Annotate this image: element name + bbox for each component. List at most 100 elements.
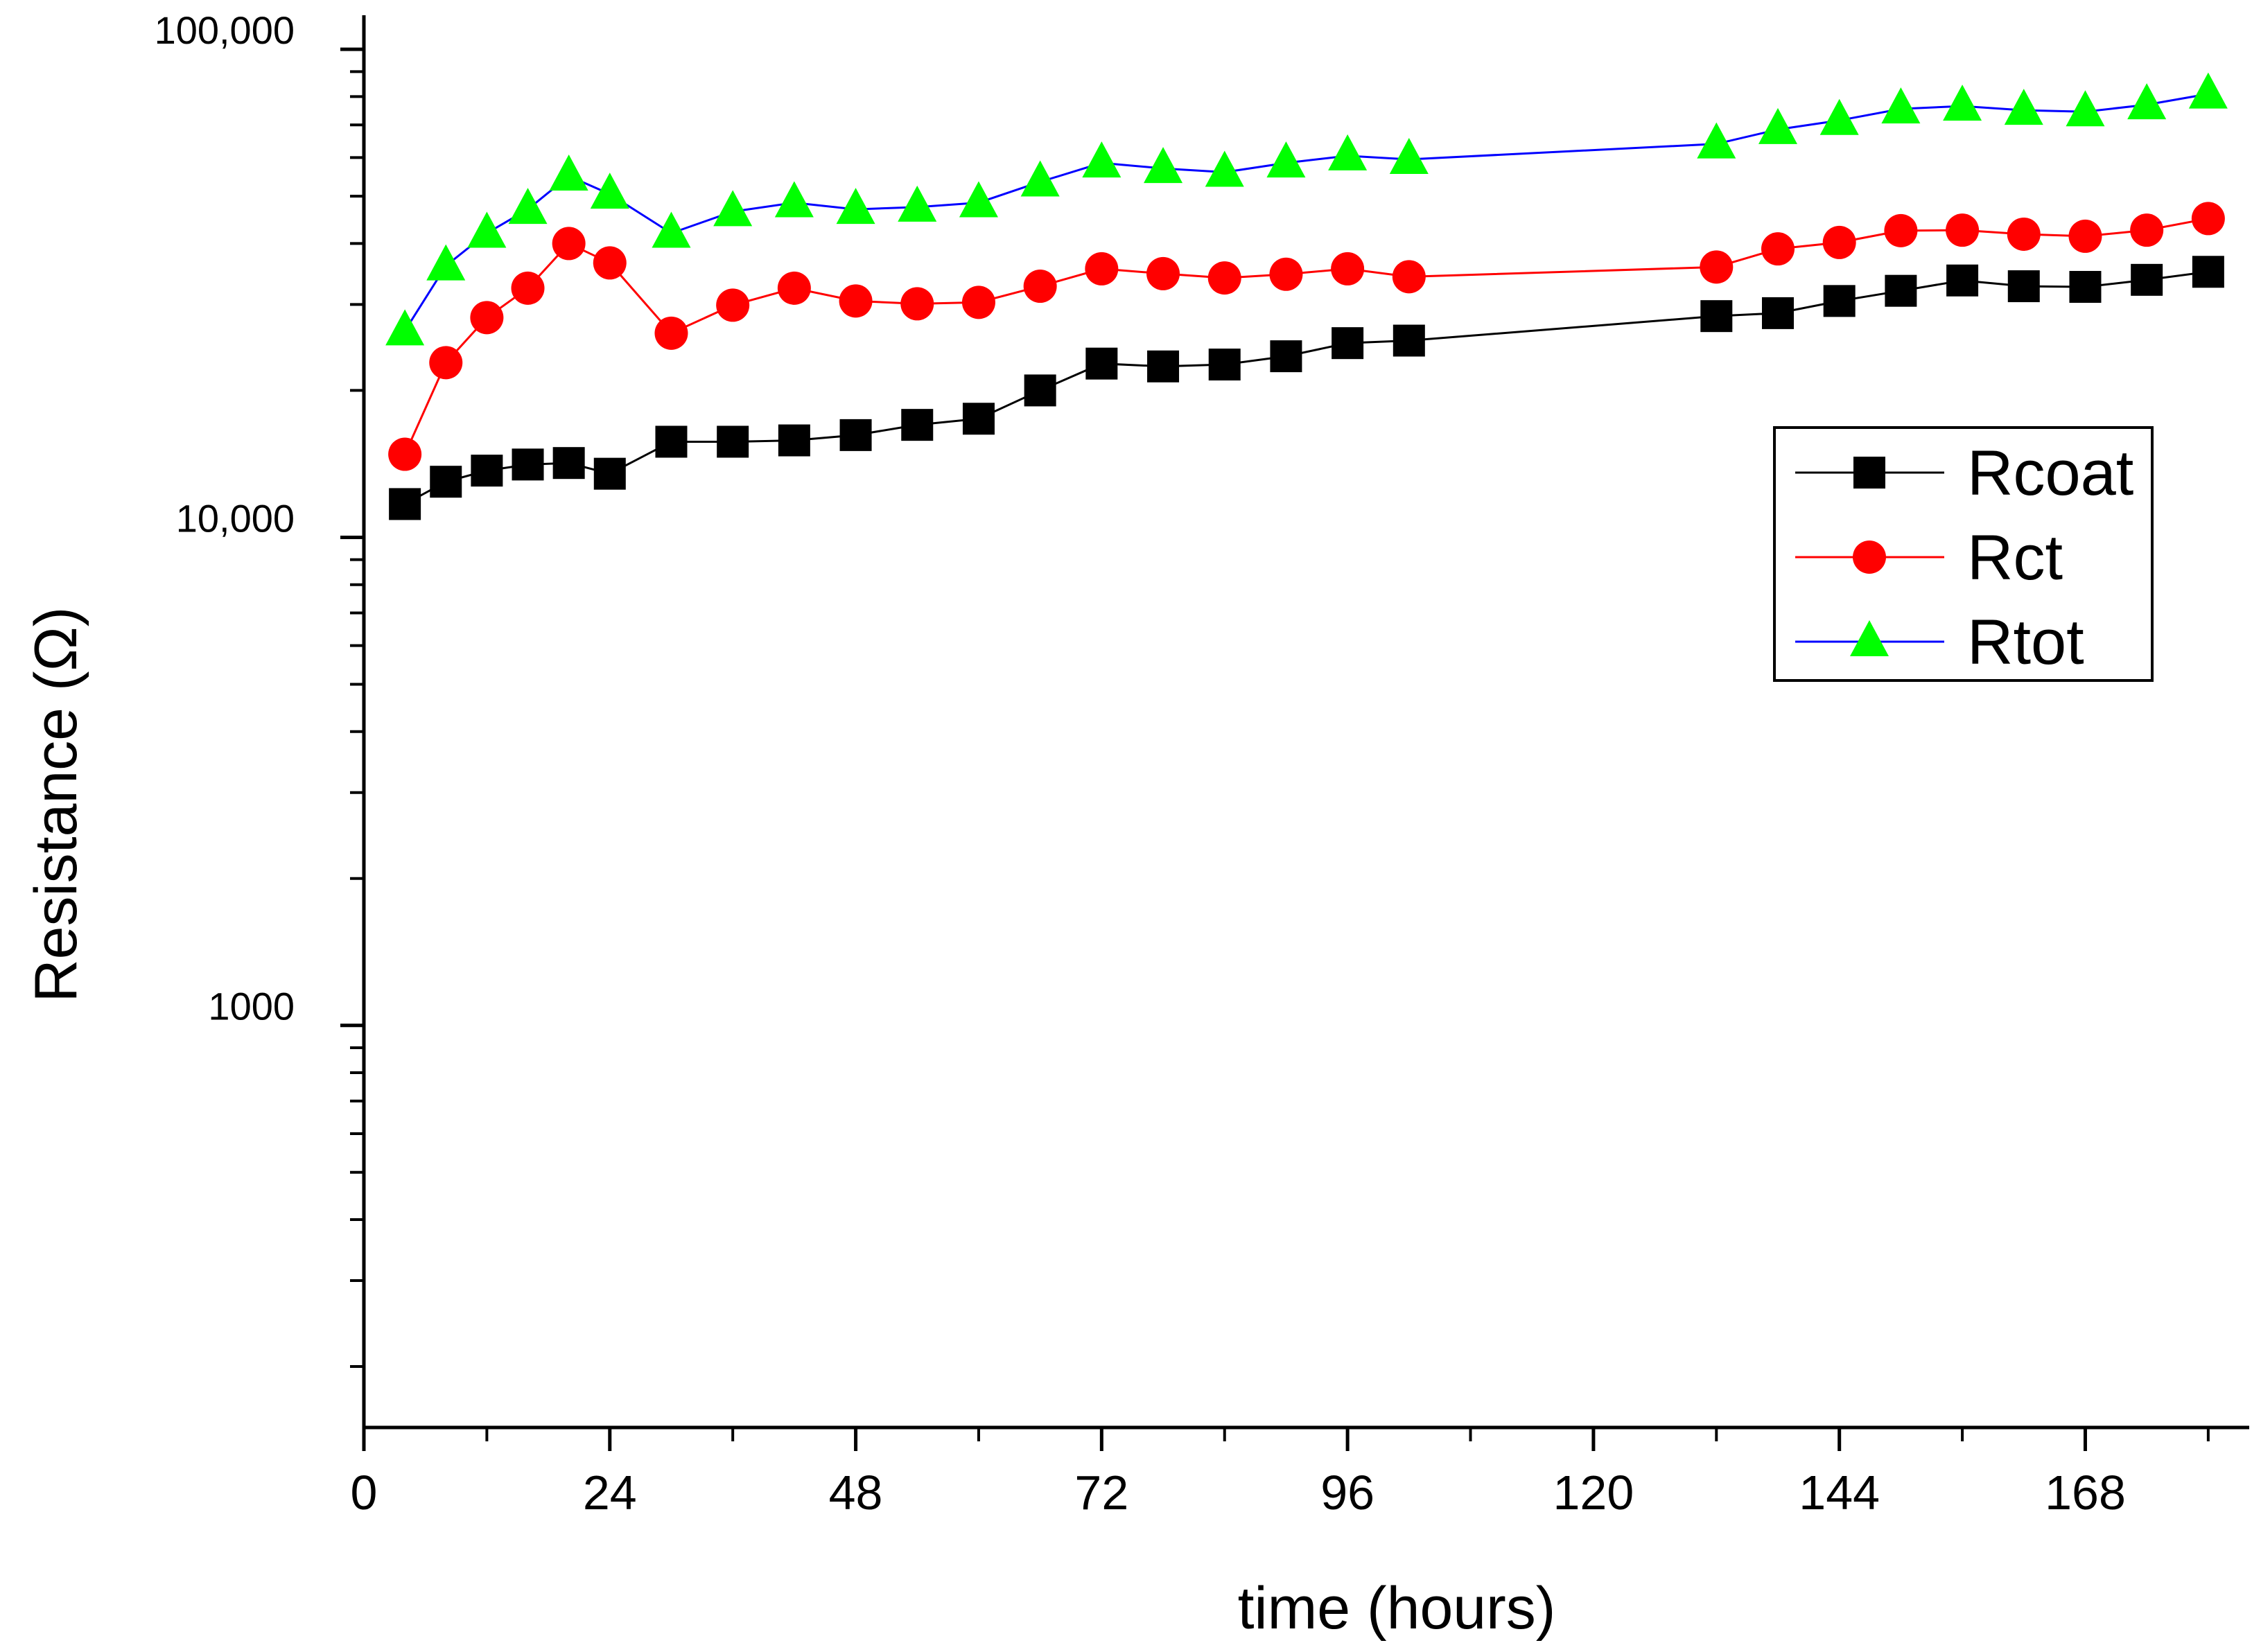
data-point-rcoat xyxy=(1823,285,1856,317)
y-tick-label: 1000 xyxy=(208,985,295,1028)
data-point-rcoat xyxy=(778,424,810,457)
data-point-rct xyxy=(1700,250,1734,284)
data-point-rct xyxy=(716,288,750,322)
data-point-rcoat xyxy=(1332,327,1364,360)
data-point-rct xyxy=(839,284,873,318)
data-point-rtot xyxy=(2188,72,2228,109)
data-point-rcoat xyxy=(1270,340,1302,373)
data-point-rtot xyxy=(959,181,998,218)
data-point-rtot xyxy=(652,211,691,248)
data-point-rtot xyxy=(1881,87,1921,124)
data-point-rtot xyxy=(590,173,629,209)
data-point-rct xyxy=(2007,217,2041,251)
data-point-rtot xyxy=(1697,122,1736,159)
data-point-rct xyxy=(593,246,627,280)
data-point-rct xyxy=(1207,261,1241,295)
data-point-rct xyxy=(2068,219,2102,253)
data-point-rcoat xyxy=(512,448,544,481)
data-point-rct xyxy=(552,227,586,261)
data-point-rcoat xyxy=(901,409,934,441)
data-point-rtot xyxy=(426,244,466,281)
data-point-rct xyxy=(1884,213,1918,247)
y-tick-label: 10,000 xyxy=(176,496,295,540)
data-point-rcoat xyxy=(962,403,995,435)
data-point-rct xyxy=(1761,232,1795,266)
data-point-rct xyxy=(2130,213,2164,247)
data-point-rcoat xyxy=(2007,270,2040,303)
data-point-rtot xyxy=(1758,107,1797,144)
legend: Rcoat Rct Rtot xyxy=(1773,426,2154,682)
x-tick-label: 0 xyxy=(351,1466,378,1520)
x-tick-label: 24 xyxy=(583,1466,637,1520)
data-point-rct xyxy=(1331,252,1365,285)
data-point-rct xyxy=(1822,225,1856,259)
x-tick-label: 96 xyxy=(1320,1466,1374,1520)
data-point-rcoat xyxy=(1700,300,1733,333)
data-point-rct xyxy=(900,287,934,321)
data-point-rct xyxy=(2191,202,2225,236)
data-point-rtot xyxy=(1819,98,1859,135)
data-point-rcoat xyxy=(1393,324,1425,357)
data-point-rcoat xyxy=(1762,297,1794,329)
data-point-rcoat xyxy=(552,447,585,480)
data-point-rcoat xyxy=(1946,264,1979,297)
data-point-rcoat xyxy=(2192,256,2224,288)
series-rcoat xyxy=(389,256,2224,520)
data-point-rct xyxy=(1023,270,1057,304)
y-axis-title: Resistance (Ω) xyxy=(23,607,89,1003)
data-point-rtot xyxy=(1082,141,1121,178)
x-tick-label: 144 xyxy=(1799,1466,1880,1520)
series-rtot xyxy=(385,72,2228,346)
data-point-rtot xyxy=(1266,141,1306,178)
data-point-rcoat xyxy=(1147,350,1180,383)
x-tick-label: 72 xyxy=(1074,1466,1128,1520)
data-point-rcoat xyxy=(1208,349,1241,381)
data-point-rtot xyxy=(836,188,875,225)
data-point-rcoat xyxy=(593,457,626,490)
axes: 0 24 48 72 96 120 144 168 1000 10,000 100,000 xyxy=(155,8,2249,1520)
data-point-rct xyxy=(654,316,688,350)
data-point-rct xyxy=(470,301,504,335)
data-point-rcoat xyxy=(839,419,872,451)
data-point-rct xyxy=(1085,252,1119,285)
y-tick-label: 100,000 xyxy=(155,8,295,52)
data-point-rcoat xyxy=(717,425,749,458)
data-point-rtot xyxy=(467,211,507,248)
data-point-rcoat xyxy=(471,455,503,487)
data-point-rtot xyxy=(2066,90,2105,127)
data-point-rtot xyxy=(1020,160,1060,197)
data-point-rct xyxy=(1946,213,1980,247)
data-point-rcoat xyxy=(1024,374,1056,407)
legend-box xyxy=(1773,426,2154,682)
data-point-rcoat xyxy=(2131,263,2163,296)
data-point-rtot xyxy=(2127,83,2167,120)
data-point-rcoat xyxy=(1085,347,1118,380)
data-point-rtot xyxy=(774,181,814,218)
series-line-rcoat xyxy=(404,270,2209,505)
series-line-rct xyxy=(403,217,2209,455)
data-point-rct xyxy=(1146,256,1180,290)
legend-label-rct: Rct xyxy=(1967,522,2063,593)
series-rct xyxy=(388,202,2225,471)
legend-marker-rct xyxy=(1853,541,1886,574)
data-point-rcoat xyxy=(389,488,421,520)
data-point-rtot xyxy=(549,155,588,191)
data-point-rct xyxy=(388,437,422,471)
data-point-rct xyxy=(777,271,811,305)
data-point-rcoat xyxy=(2069,270,2102,303)
data-point-rtot xyxy=(1389,137,1429,174)
data-point-rtot xyxy=(898,185,937,222)
legend-label-rtot: Rtot xyxy=(1967,607,2084,678)
x-axis-title: time (hours) xyxy=(1238,1575,1556,1642)
series-line-rtot xyxy=(403,93,2209,332)
data-point-rtot xyxy=(2004,89,2043,125)
data-point-rct xyxy=(1269,257,1303,291)
x-tick-label: 48 xyxy=(829,1466,883,1520)
data-point-rcoat xyxy=(1885,274,1917,307)
data-point-rtot xyxy=(1328,134,1368,170)
data-point-rtot xyxy=(713,190,753,227)
data-point-rct xyxy=(429,346,463,380)
data-point-rtot xyxy=(1943,85,1982,121)
